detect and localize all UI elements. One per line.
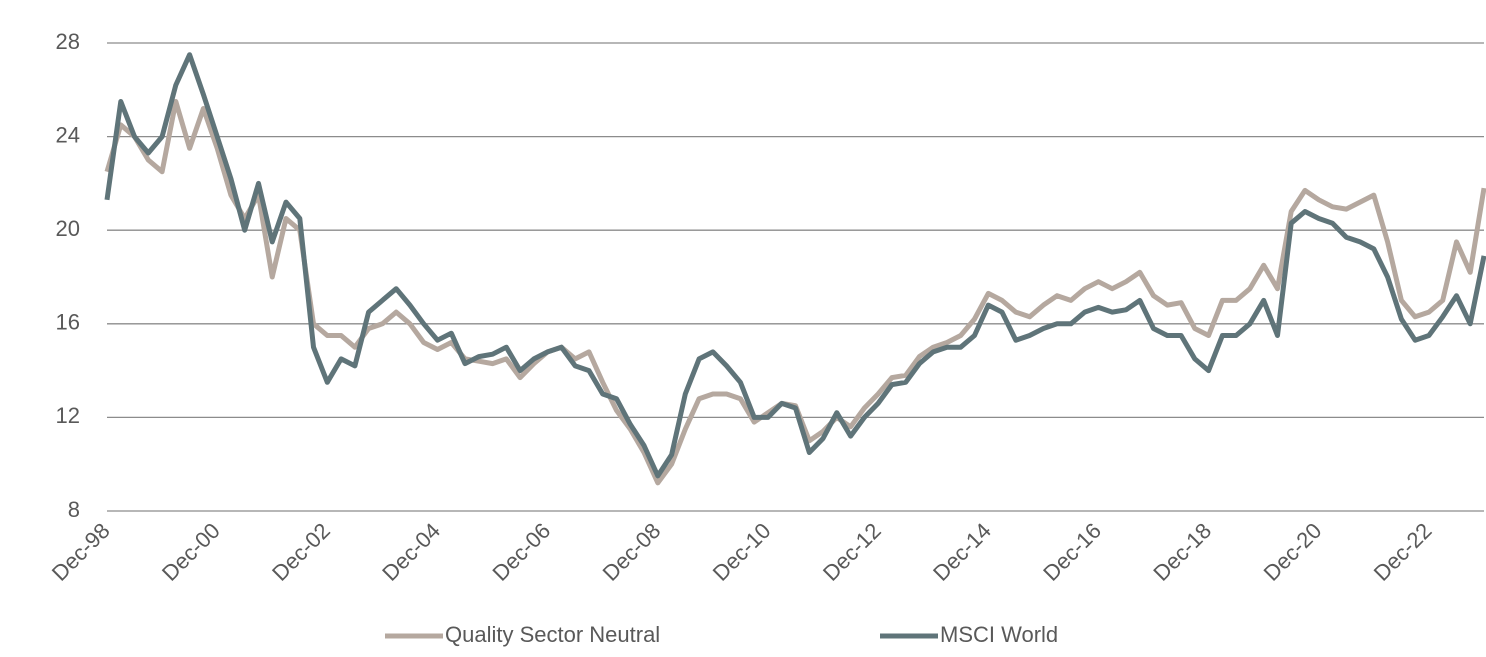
x-tick-label: Dec-20	[1259, 518, 1327, 586]
x-tick-label: Dec-10	[708, 518, 776, 586]
y-tick-label: 24	[56, 122, 80, 147]
y-tick-label: 20	[56, 216, 80, 241]
y-tick-label: 12	[56, 403, 80, 428]
y-tick-label: 28	[56, 29, 80, 54]
x-tick-label: Dec-98	[47, 518, 115, 586]
x-tick-label: Dec-18	[1148, 518, 1216, 586]
x-tick-label: Dec-08	[598, 518, 666, 586]
x-tick-label: Dec-14	[928, 518, 996, 586]
series-line	[104, 52, 1486, 479]
legend-label: Quality Sector Neutral	[445, 622, 660, 647]
y-tick-label: 8	[68, 497, 80, 522]
x-tick-label: Dec-00	[157, 518, 225, 586]
x-tick-label: Dec-16	[1038, 518, 1106, 586]
legend-label: MSCI World	[940, 622, 1058, 647]
x-tick-label: Dec-06	[487, 518, 555, 586]
series-line	[104, 99, 1486, 486]
x-tick-label: Dec-22	[1369, 518, 1437, 586]
x-tick-label: Dec-02	[267, 518, 335, 586]
x-tick-label: Dec-04	[377, 518, 445, 586]
y-tick-label: 16	[56, 310, 80, 335]
x-tick-label: Dec-12	[818, 518, 886, 586]
